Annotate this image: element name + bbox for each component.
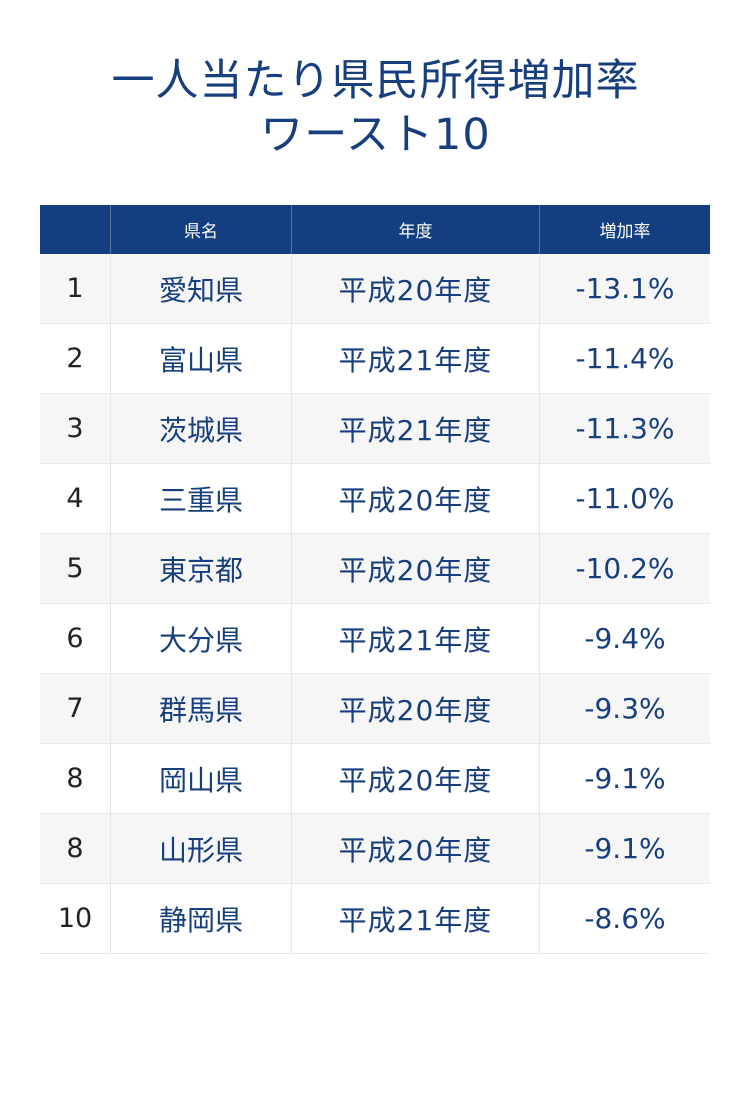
cell-rate: -9.3%	[539, 674, 710, 743]
table-row: 8 山形県 平成20年度 -9.1%	[40, 814, 710, 884]
cell-rank: 8	[66, 833, 84, 864]
cell-prefecture: 山形県	[110, 814, 291, 883]
table-row: 4 三重県 平成20年度 -11.0%	[40, 464, 710, 534]
cell-year: 平成20年度	[291, 674, 539, 743]
cell-prefecture: 茨城県	[110, 394, 291, 463]
cell-prefecture: 愛知県	[110, 254, 291, 323]
header-rank	[40, 205, 110, 254]
title-line-1: 一人当たり県民所得増加率	[111, 56, 640, 106]
table-row: 7 群馬県 平成20年度 -9.3%	[40, 674, 710, 744]
cell-rank: 2	[66, 343, 84, 374]
cell-rate: -11.4%	[539, 324, 710, 393]
cell-rank: 7	[66, 693, 84, 724]
table-row: 8 岡山県 平成20年度 -9.1%	[40, 744, 710, 814]
header-prefecture: 県名	[110, 205, 291, 254]
cell-rank: 6	[66, 623, 84, 654]
cell-rate: -13.1%	[539, 254, 710, 323]
cell-rate: -9.4%	[539, 604, 710, 673]
page-title: 一人当たり県民所得増加率 ワースト10	[0, 54, 751, 162]
cell-rate: -11.0%	[539, 464, 710, 533]
cell-rank: 10	[57, 903, 93, 934]
cell-rate: -8.6%	[539, 884, 710, 953]
header-rate: 増加率	[539, 205, 710, 254]
cell-year: 平成20年度	[291, 464, 539, 533]
cell-prefecture: 東京都	[110, 534, 291, 603]
header-year: 年度	[291, 205, 539, 254]
cell-rank: 4	[66, 483, 84, 514]
cell-year: 平成21年度	[291, 324, 539, 393]
table-header: 県名 年度 増加率	[40, 205, 710, 254]
cell-year: 平成20年度	[291, 534, 539, 603]
cell-rate: -9.1%	[539, 814, 710, 883]
table-row: 3 茨城県 平成21年度 -11.3%	[40, 394, 710, 464]
cell-rank: 8	[66, 763, 84, 794]
cell-prefecture: 静岡県	[110, 884, 291, 953]
table-row: 1 愛知県 平成20年度 -13.1%	[40, 254, 710, 324]
cell-year: 平成20年度	[291, 814, 539, 883]
cell-year: 平成21年度	[291, 394, 539, 463]
cell-prefecture: 富山県	[110, 324, 291, 393]
title-line-2: ワースト10	[260, 110, 491, 160]
cell-prefecture: 群馬県	[110, 674, 291, 743]
cell-rate: -11.3%	[539, 394, 710, 463]
cell-rate: -9.1%	[539, 744, 710, 813]
cell-rank: 5	[66, 553, 84, 584]
table-body: 1 愛知県 平成20年度 -13.1% 2 富山県 平成21年度 -11.4% 3 茨城県 平成21…	[40, 254, 710, 954]
cell-prefecture: 三重県	[110, 464, 291, 533]
cell-year: 平成20年度	[291, 254, 539, 323]
cell-year: 平成20年度	[291, 744, 539, 813]
cell-prefecture: 大分県	[110, 604, 291, 673]
cell-year: 平成21年度	[291, 604, 539, 673]
cell-rate: -10.2%	[539, 534, 710, 603]
cell-rank: 1	[66, 273, 84, 304]
table-row: 5 東京都 平成20年度 -10.2%	[40, 534, 710, 604]
ranking-table: 県名 年度 増加率 1 愛知県 平成20年度 -13.1% 2 富山県 平成21年度 -11.…	[40, 205, 710, 954]
table-row: 6 大分県 平成21年度 -9.4%	[40, 604, 710, 674]
table-row: 10 静岡県 平成21年度 -8.6%	[40, 884, 710, 954]
cell-year: 平成21年度	[291, 884, 539, 953]
table-row: 2 富山県 平成21年度 -11.4%	[40, 324, 710, 394]
cell-rank: 3	[66, 413, 84, 444]
cell-prefecture: 岡山県	[110, 744, 291, 813]
